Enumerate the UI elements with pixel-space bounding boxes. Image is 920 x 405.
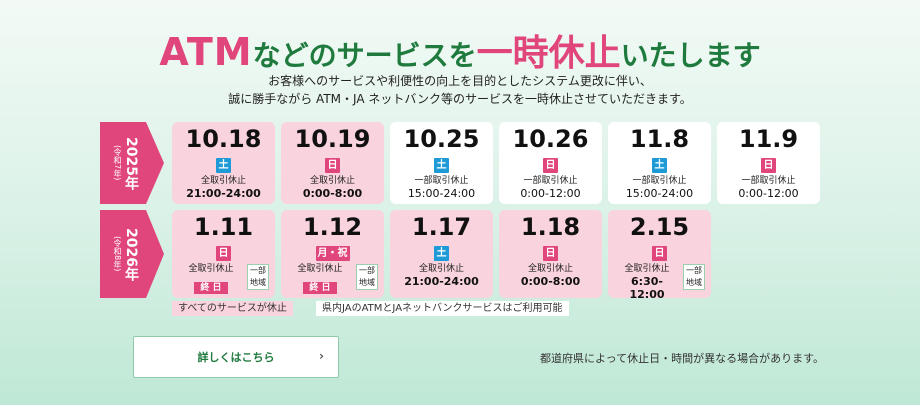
intro-line-1: お客様へのサービスや利便性の向上を目的としたシステム更改に伴い、 xyxy=(268,74,652,88)
schedule-card: 11.8 土 一部取引休止 15:00-24:00 xyxy=(608,122,711,204)
card-date: 1.11 xyxy=(193,213,254,241)
schedule-card: 10.19 日 全取引休止 0:00-8:00 xyxy=(281,122,384,204)
era-label: (令和8年) xyxy=(113,236,122,272)
day-badge: 日 xyxy=(325,158,340,173)
year-banner-2025: 2025年 (令和7年) xyxy=(100,122,164,204)
card-status: 全取引休止 xyxy=(527,264,573,274)
schedule-card: 2.15 日 全取引休止 6:30-12:00 一部地域 xyxy=(608,210,711,298)
day-badge: 土 xyxy=(434,158,449,173)
headline-suspension: 一時休止 xyxy=(476,33,621,74)
card-time: 21:00-24:00 xyxy=(186,187,261,200)
card-status: 一部取引休止 xyxy=(741,176,796,186)
schedule-card: 1.17 土 全取引休止 21:00-24:00 xyxy=(390,210,493,298)
card-time: 6:30-12:00 xyxy=(629,275,665,298)
year-label: 2025年 xyxy=(123,136,139,190)
card-status: 全取引休止 xyxy=(200,176,246,186)
card-date: 10.25 xyxy=(403,125,480,153)
legend-partial-suspension: 県内JAのATMとJAネットバンクサービスはご利用可能 xyxy=(316,301,569,316)
card-time: 15:00-24:00 xyxy=(407,187,476,200)
card-time: 0:00-8:00 xyxy=(302,187,363,200)
schedule-card: 11.9 日 一部取引休止 0:00-12:00 xyxy=(717,122,820,204)
card-time: 0:00-12:00 xyxy=(738,187,799,200)
card-status: 一部取引休止 xyxy=(523,176,578,186)
card-status: 全取引休止 xyxy=(418,264,464,274)
partial-region-tag: 一部地域 xyxy=(683,264,705,290)
card-date: 10.18 xyxy=(185,125,262,153)
card-date: 1.12 xyxy=(302,213,363,241)
day-badge: 日 xyxy=(652,246,667,261)
card-date: 2.15 xyxy=(629,213,690,241)
footnote: 都道府県によって休止日・時間が異なる場合があります。 xyxy=(540,352,825,365)
schedule-card: 1.18 日 全取引休止 0:00-8:00 xyxy=(499,210,602,298)
card-status: 一部取引休止 xyxy=(414,176,469,186)
schedule-card: 10.18 土 全取引休止 21:00-24:00 xyxy=(172,122,275,204)
card-time: 15:00-24:00 xyxy=(625,187,694,200)
intro-line-2: 誠に勝手ながら ATM・JA ネットバンク等のサービスを一時休止させていただきま… xyxy=(228,92,692,106)
day-badge: 土 xyxy=(434,246,449,261)
era-label: (令和7年) xyxy=(113,145,122,181)
schedule-card: 1.11 日 全取引休止 終 日 一部地域 xyxy=(172,210,275,298)
card-date: 11.8 xyxy=(629,125,690,153)
headline-services: などのサービスを xyxy=(252,39,477,72)
headline-ending: いたします xyxy=(620,39,761,72)
year-banner-arrow-shape xyxy=(100,122,164,204)
all-day-badge: 終 日 xyxy=(194,282,228,294)
day-badge: 日 xyxy=(543,246,558,261)
card-status: 全取引休止 xyxy=(309,176,355,186)
card-time: 0:00-12:00 xyxy=(520,187,581,200)
year-banner-arrow-shape xyxy=(100,210,164,298)
schedule-card: 10.26 日 一部取引休止 0:00-12:00 xyxy=(499,122,602,204)
card-date: 1.18 xyxy=(520,213,581,241)
schedule-card: 10.25 土 一部取引休止 15:00-24:00 xyxy=(390,122,493,204)
day-badge: 日 xyxy=(543,158,558,173)
day-badge: 日 xyxy=(216,246,231,261)
year-banner-2026: 2026年 (令和8年) xyxy=(100,210,164,298)
card-date: 10.26 xyxy=(512,125,589,153)
day-badge: 土 xyxy=(652,158,667,173)
partial-region-tag: 一部地域 xyxy=(247,264,269,290)
details-button-label: 詳しくはこちら xyxy=(197,351,275,364)
card-date: 11.9 xyxy=(738,125,799,153)
all-day-badge: 終 日 xyxy=(303,282,337,294)
partial-region-tag: 一部地域 xyxy=(356,264,378,290)
chevron-right-icon: › xyxy=(319,349,324,363)
day-badge: 月・祝 xyxy=(315,246,350,261)
card-status: 一部取引休止 xyxy=(632,176,687,186)
details-button[interactable]: 詳しくはこちら › xyxy=(133,336,339,378)
card-status: 全取引休止 xyxy=(624,264,670,274)
intro-text: お客様へのサービスや利便性の向上を目的としたシステム更改に伴い、 誠に勝手ながら… xyxy=(0,72,920,108)
page-headline: ATMなどのサービスを一時休止いたします xyxy=(0,24,920,76)
year-label: 2026年 xyxy=(123,227,139,281)
schedule-card: 1.12 月・祝 全取引休止 終 日 一部地域 xyxy=(281,210,384,298)
card-time: 0:00-8:00 xyxy=(520,275,581,288)
day-badge: 土 xyxy=(216,158,231,173)
card-status: 全取引休止 xyxy=(188,264,234,274)
card-date: 10.19 xyxy=(294,125,371,153)
card-status: 全取引休止 xyxy=(297,264,343,274)
day-badge: 日 xyxy=(761,158,776,173)
card-time: 21:00-24:00 xyxy=(404,275,479,288)
legend-full-suspension: すべてのサービスが休止 xyxy=(172,301,293,316)
card-date: 1.17 xyxy=(411,213,472,241)
headline-atm: ATM xyxy=(159,30,253,74)
